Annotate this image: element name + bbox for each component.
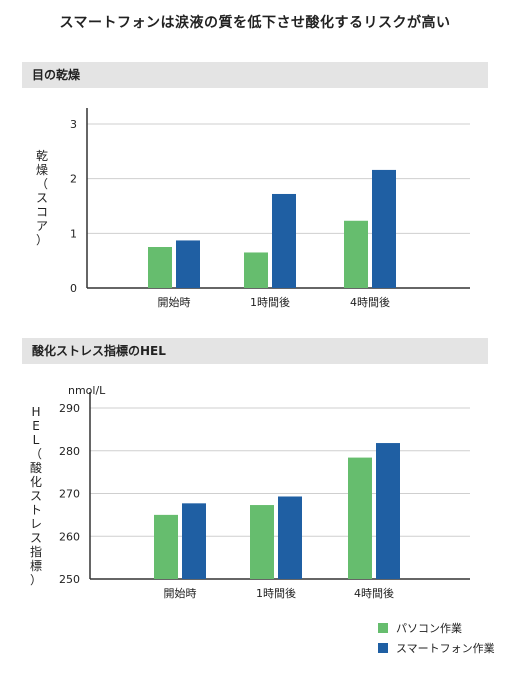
chart1-bar-smartphone-2: [272, 193, 296, 288]
chart2-y-tick-label: 280: [59, 445, 80, 458]
chart1-category-label: 開始時: [158, 295, 191, 309]
chart2-bar-smartphone-2: [278, 496, 302, 579]
chart2-category-label: 1時間後: [256, 586, 296, 600]
chart1-y-axis-label: 乾燥（スコア）: [36, 149, 48, 247]
legend-item-smartphone: スマートフォン作業: [378, 638, 495, 658]
chart1-bar-smartphone-1: [176, 240, 200, 288]
chart2-y-axis-label: H E L （酸化ストレス指標）: [30, 405, 42, 587]
chart1-bar-pc-1: [148, 247, 172, 288]
chart2-y-tick-label: 260: [59, 530, 80, 543]
chart2-hel: 250 260 270 280 290 開始時 1時間後 4時間後 H E L （酸化ストレス指標） n…: [30, 384, 470, 600]
legend-swatch-pc: [378, 623, 388, 633]
chart1-y-tick-label: 2: [70, 173, 77, 186]
chart1-y-tick-label: 1: [70, 227, 77, 240]
chart2-category-label: 開始時: [164, 586, 197, 600]
page-title: スマートフォンは涙液の質を低下させ酸化するリスクが高い: [59, 15, 451, 31]
chart2-unit-label: nmol/L: [68, 384, 106, 397]
chart1-category-label: 4時間後: [350, 295, 390, 309]
chart1-dryness: 0 1 2 3 開始時 1時間後 4時間後 乾燥（スコア）: [36, 108, 470, 309]
chart2-category-label: 4時間後: [354, 586, 394, 600]
chart2-bar-smartphone-3: [376, 443, 400, 579]
legend-label-pc: パソコン作業: [396, 622, 462, 635]
chart1-bar-pc-2: [244, 252, 268, 288]
chart2-bar-pc-3: [348, 457, 372, 579]
legend-swatch-smartphone: [378, 643, 388, 653]
chart2-bar-pc-2: [250, 505, 274, 579]
chart1-section-header: 目の乾燥: [22, 62, 488, 88]
chart2-y-tick-label: 290: [59, 402, 80, 415]
chart1-category-label: 1時間後: [250, 295, 290, 309]
chart1-y-tick-label: 3: [70, 118, 77, 131]
legend: パソコン作業 スマートフォン作業: [378, 618, 495, 658]
legend-label-smartphone: スマートフォン作業: [396, 642, 495, 655]
chart2-y-tick-label: 250: [59, 573, 80, 586]
chart1-bar-pc-3: [344, 220, 368, 288]
chart2-section-header: 酸化ストレス指標のHEL: [22, 338, 488, 364]
legend-item-pc: パソコン作業: [378, 618, 495, 638]
chart1-y-tick-label: 0: [70, 282, 77, 295]
chart2-bar-smartphone-1: [182, 503, 206, 579]
chart1-bar-smartphone-3: [372, 169, 396, 288]
chart2-y-tick-label: 270: [59, 488, 80, 501]
chart2-bar-pc-1: [154, 514, 178, 579]
